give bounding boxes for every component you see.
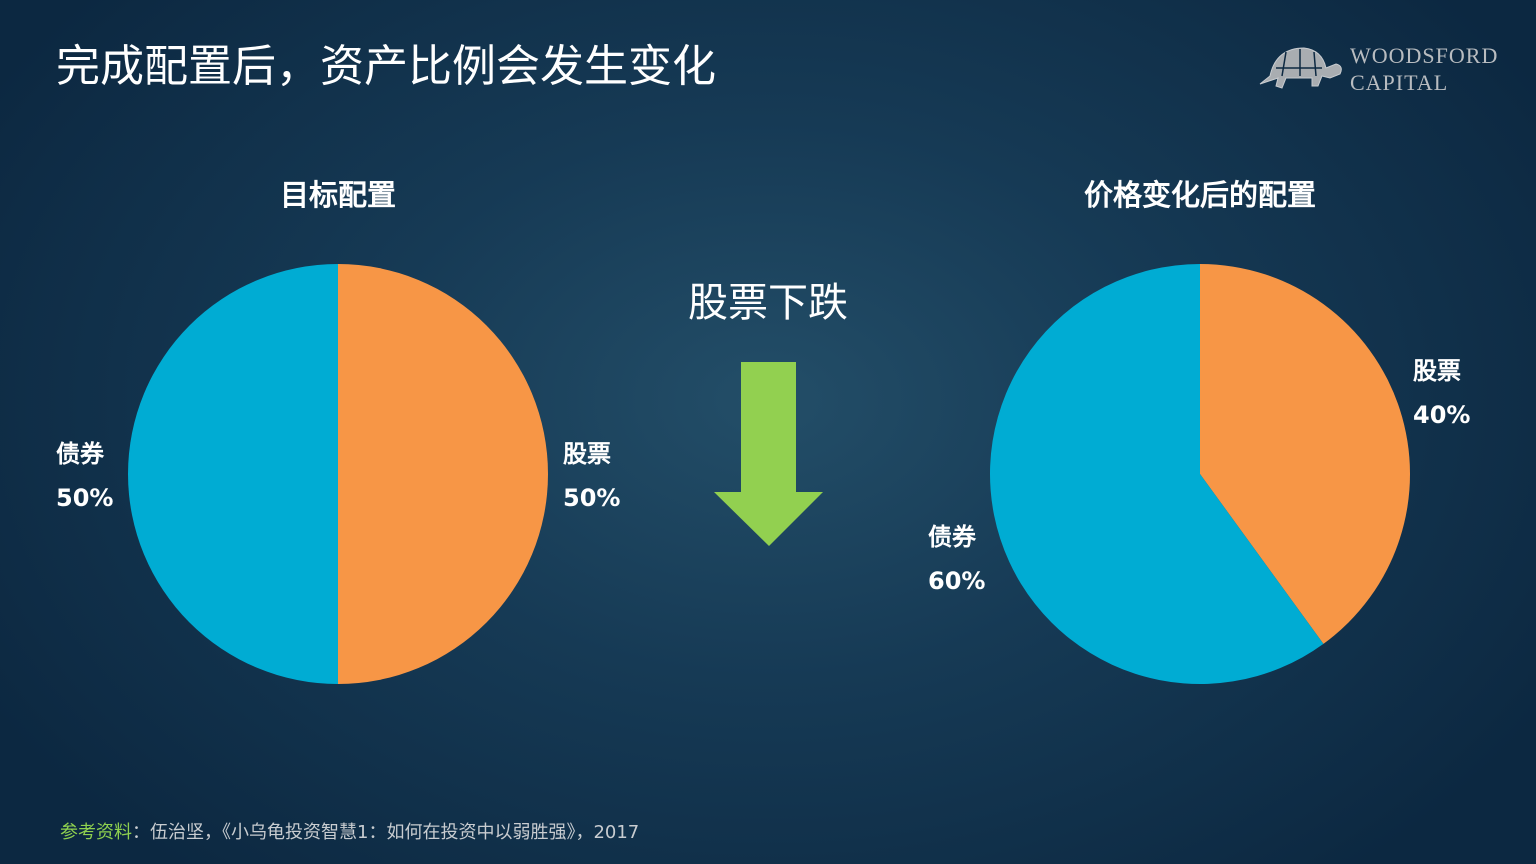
logo-line1: WOODSFORD xyxy=(1350,43,1499,68)
label-bonds-target: 债券 50% xyxy=(56,432,113,520)
label-stocks-target: 股票 50% xyxy=(563,432,620,520)
label-bonds-after: 债券 60% xyxy=(928,515,985,603)
stocks-fall-text: 股票下跌 xyxy=(688,280,848,326)
page-title: 完成配置后，资产比例会发生变化 xyxy=(56,41,716,92)
source-text: ：伍治坚，《小乌龟投资智慧1：如何在投资中以弱胜强》，2017 xyxy=(132,822,640,843)
arrow-down-icon xyxy=(714,362,823,546)
slice-value: 50% xyxy=(563,484,621,512)
chart-title-target: 目标配置 xyxy=(279,178,396,212)
slice-label: 债券 xyxy=(56,440,104,468)
slice-value: 60% xyxy=(928,567,986,595)
slice-value: 40% xyxy=(1413,401,1471,429)
logo: WOODSFORD CAPITAL xyxy=(1256,42,1506,98)
logo-line2: CAPITAL xyxy=(1350,70,1449,95)
pie-slice-bonds xyxy=(990,263,1324,684)
pie-slice-bonds xyxy=(128,264,338,684)
pie-chart-target xyxy=(128,264,548,684)
slice-label: 债券 xyxy=(928,523,976,551)
pie-slice-stocks xyxy=(338,264,548,684)
source-label: 参考资料 xyxy=(60,822,132,843)
slice-value: 50% xyxy=(56,484,114,512)
turtle-icon xyxy=(1259,47,1342,89)
footer-reference: 参考资料：伍治坚，《小乌龟投资智慧1：如何在投资中以弱胜强》，2017 xyxy=(60,818,639,844)
pie-chart-after xyxy=(990,263,1411,684)
label-stocks-after: 股票 40% xyxy=(1413,349,1470,437)
slice-label: 股票 xyxy=(563,440,611,468)
pie-slice-stocks xyxy=(1200,264,1411,644)
chart-title-after: 价格变化后的配置 xyxy=(1083,178,1316,212)
slice-label: 股票 xyxy=(1413,357,1461,385)
